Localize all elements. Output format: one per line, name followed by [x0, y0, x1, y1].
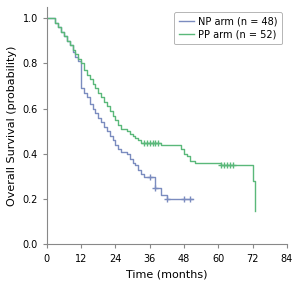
X-axis label: Time (months): Time (months) [126, 269, 208, 279]
Y-axis label: Overall Survival (probability): Overall Survival (probability) [7, 45, 17, 206]
Legend: NP arm (n = 48), PP arm (n = 52): NP arm (n = 48), PP arm (n = 52) [174, 12, 282, 44]
